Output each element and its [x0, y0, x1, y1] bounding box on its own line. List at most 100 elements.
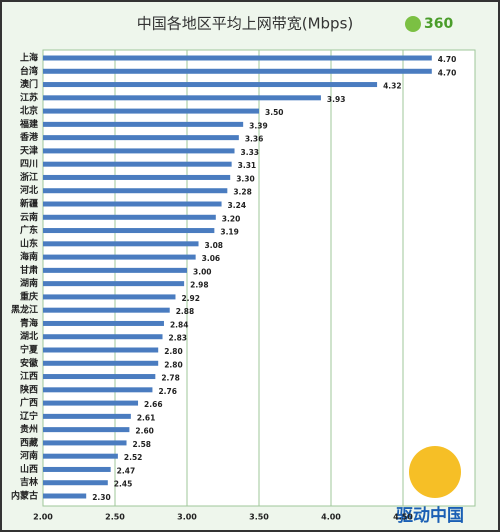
y-tick-label: 湖南 [20, 277, 38, 289]
data-label: 2.61 [137, 413, 156, 422]
bar [43, 82, 378, 88]
y-tick-label: 重庆 [20, 290, 38, 302]
bar [43, 413, 131, 419]
data-label: 2.58 [133, 440, 152, 449]
y-tick-label: 宁夏 [20, 344, 39, 356]
data-label: 2.66 [144, 400, 163, 409]
bar [43, 108, 259, 114]
y-tick-label: 北京 [20, 105, 38, 117]
y-tick-label: 天津 [20, 144, 38, 156]
bar [43, 307, 170, 313]
data-label: 2.83 [169, 334, 188, 343]
bar [43, 188, 228, 194]
bar [43, 374, 156, 380]
y-tick-label: 山西 [20, 463, 38, 475]
data-label: 3.39 [249, 121, 268, 130]
y-tick-label: 内蒙古 [11, 490, 38, 502]
data-label: 3.08 [205, 241, 224, 250]
y-tick-label: 新疆 [20, 198, 38, 210]
y-tick-label: 陕西 [20, 383, 38, 395]
logo: 360 [424, 16, 453, 32]
y-tick-label: 贵州 [20, 423, 38, 435]
data-label: 3.31 [238, 161, 257, 170]
y-tick-label: 湖北 [20, 330, 38, 342]
x-tick-label: 3.50 [249, 513, 269, 522]
bar [43, 228, 215, 234]
y-tick-label: 黑龙江 [11, 304, 38, 316]
bar [43, 480, 108, 486]
bar [43, 493, 87, 499]
y-tick-label: 吉林 [20, 476, 39, 488]
y-tick-label: 云南 [20, 211, 38, 223]
bar [43, 174, 231, 180]
y-tick-label: 西藏 [20, 436, 38, 448]
bar [43, 135, 239, 141]
bar [43, 334, 163, 340]
data-label: 2.92 [181, 294, 200, 303]
watermark-icon [409, 446, 461, 498]
data-label: 2.78 [161, 374, 180, 383]
data-label: 3.24 [228, 201, 247, 210]
bar [43, 254, 196, 260]
logo-icon [405, 16, 421, 32]
data-label: 2.80 [164, 347, 183, 356]
data-label: 3.20 [222, 214, 241, 223]
x-tick-label: 2.50 [105, 513, 125, 522]
data-label: 2.52 [124, 453, 143, 462]
x-tick-label: 3.00 [177, 513, 197, 522]
bar [43, 201, 222, 207]
x-tick-label: 2.00 [33, 513, 53, 522]
data-label: 2.98 [190, 281, 209, 290]
x-tick-label: 4.50 [393, 513, 413, 522]
bar [43, 427, 130, 433]
bar [43, 68, 432, 74]
y-tick-label: 海南 [20, 251, 38, 263]
watermark: 驱动中国 [396, 505, 464, 526]
data-label: 2.60 [135, 427, 154, 436]
y-tick-label: 河北 [20, 184, 38, 196]
data-label: 2.80 [164, 360, 183, 369]
y-tick-label: 安徽 [20, 357, 39, 369]
data-label: 2.88 [176, 307, 195, 316]
y-tick-label: 广东 [20, 224, 38, 236]
y-tick-label: 福建 [19, 118, 39, 130]
y-tick-label: 河南 [20, 450, 38, 462]
bar [43, 121, 244, 127]
bar [43, 294, 176, 300]
bar [43, 161, 232, 167]
data-label: 2.45 [114, 480, 133, 489]
y-tick-label: 香港 [19, 131, 39, 143]
data-label: 3.36 [245, 135, 264, 144]
y-tick-label: 青海 [20, 317, 38, 329]
bar [43, 267, 187, 273]
y-tick-label: 甘肃 [20, 264, 38, 276]
data-label: 3.93 [327, 95, 346, 104]
bar [43, 241, 199, 247]
data-label: 2.84 [170, 320, 189, 329]
bar [43, 148, 235, 154]
bar [43, 400, 139, 406]
bar [43, 453, 118, 459]
data-label: 4.70 [438, 68, 457, 77]
data-label: 2.47 [117, 466, 136, 475]
bar [43, 347, 159, 353]
y-tick-label: 澳门 [20, 78, 38, 90]
y-tick-label: 山东 [20, 237, 38, 249]
bar [43, 440, 127, 446]
bar [43, 281, 185, 287]
bar [43, 55, 432, 61]
data-label: 4.32 [383, 82, 402, 91]
y-tick-label: 四川 [20, 159, 38, 170]
y-tick-label: 广西 [20, 397, 38, 409]
chart-title: 中国各地区平均上网带宽(Mbps) [137, 15, 354, 33]
data-label: 3.00 [193, 267, 212, 276]
data-label: 3.33 [241, 148, 260, 157]
data-label: 3.06 [202, 254, 221, 263]
y-tick-label: 江西 [20, 370, 38, 382]
data-label: 2.76 [158, 387, 177, 396]
data-label: 2.30 [92, 493, 111, 502]
bar [43, 214, 216, 220]
data-label: 3.30 [236, 174, 255, 183]
x-tick-label: 4.00 [321, 513, 341, 522]
